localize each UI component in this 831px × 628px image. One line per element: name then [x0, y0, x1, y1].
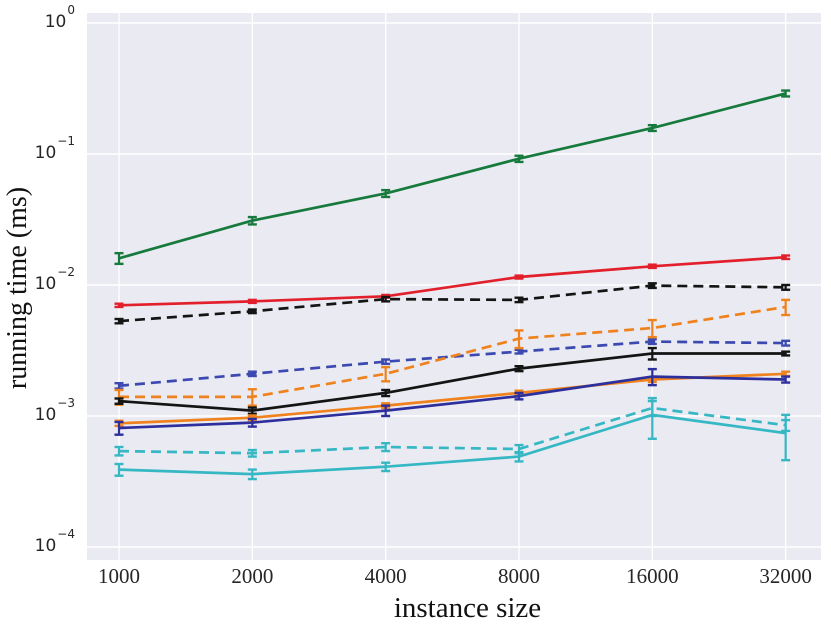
x-tick-label: 32000	[759, 564, 812, 588]
data-line-orange-solid	[118, 372, 786, 425]
x-tick-label: 16000	[626, 564, 679, 588]
data-line-cyan-solid	[118, 413, 786, 476]
x-tick-label: 8000	[497, 564, 540, 588]
x-axis-title-text: instance size	[393, 592, 542, 624]
x-tick-label: 1000	[98, 564, 140, 588]
x-tick-label: 2000	[231, 564, 274, 588]
data-line-green-solid	[118, 92, 787, 260]
data-line-navy-solid	[118, 375, 786, 430]
x-tick-label: 4000	[364, 564, 407, 588]
y-tick-label: 10 −3	[34, 396, 75, 425]
series-black-dashed	[114, 282, 791, 325]
series-green-solid	[114, 89, 791, 266]
series-red-solid	[114, 254, 791, 309]
series-black-solid	[114, 346, 791, 415]
series-blue-dashed	[114, 338, 791, 390]
y-tick-label: 10 0	[44, 3, 75, 32]
data-line-red-solid	[118, 255, 786, 307]
y-axis-title: running time (ms)	[2, 186, 33, 390]
y-tick-label: 10 −4	[34, 527, 75, 556]
y-tick-label: 10 −1	[34, 134, 75, 163]
data-line-cyan-dashed	[118, 406, 786, 455]
x-axis-title: instance size	[0, 592, 831, 625]
series-cyan-solid	[114, 396, 791, 481]
y-tick-label: 10 −2	[34, 265, 75, 294]
data-line-black-solid	[118, 352, 786, 412]
series-navy-solid	[114, 367, 791, 436]
data-line-orange-dashed	[119, 305, 786, 399]
